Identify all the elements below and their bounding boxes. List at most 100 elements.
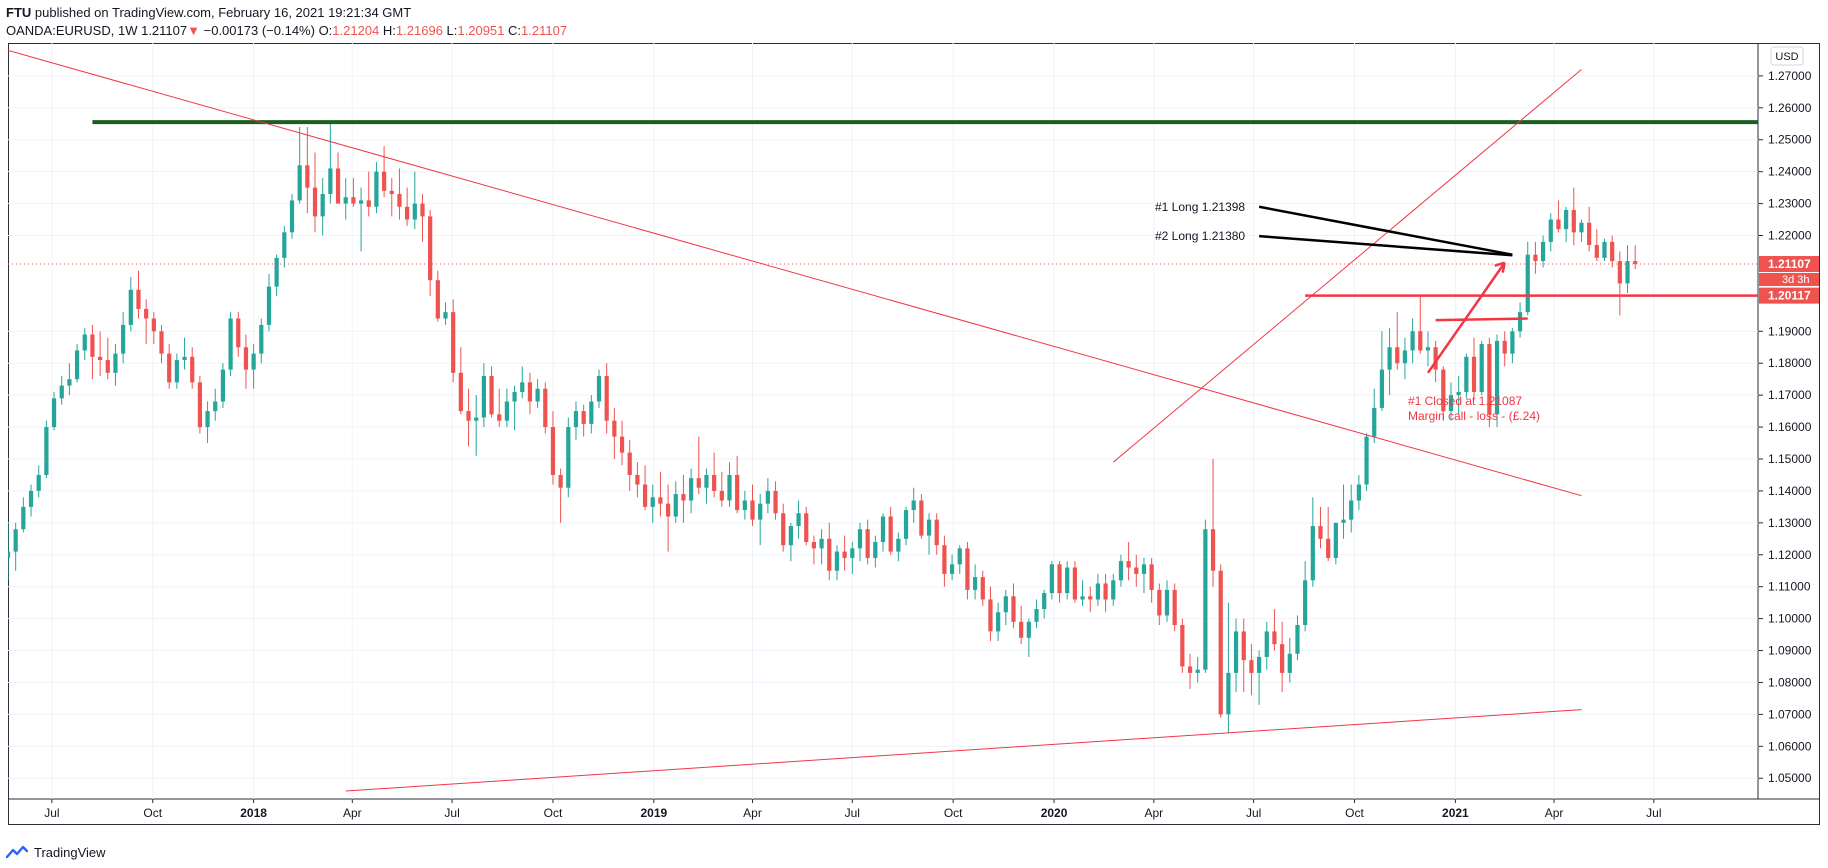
candle-body: [1072, 567, 1077, 600]
candle-body: [619, 436, 625, 453]
candle-body: [1418, 331, 1423, 351]
candle-body: [381, 171, 387, 191]
candle-body: [366, 200, 371, 207]
candle-body: [1540, 241, 1546, 262]
candle-body: [1287, 653, 1292, 673]
candle-body: [113, 353, 118, 373]
candle-body: [996, 612, 1001, 632]
candle-body: [1249, 660, 1254, 673]
price-change: −0.00173 (−0.14%): [203, 23, 315, 38]
candle-body: [635, 474, 640, 485]
candle-body: [443, 312, 448, 319]
candle-body: [328, 168, 333, 195]
trade-annotation-label: #2 Long 1.21380: [1155, 229, 1245, 243]
symbol-label[interactable]: OANDA:EURUSD, 1W: [6, 23, 138, 38]
candle-body: [36, 474, 41, 491]
time-tick-label: Jul: [1246, 806, 1261, 820]
candle-body: [1448, 395, 1454, 412]
price-tick-label: 1.06000: [1768, 739, 1812, 753]
candle-body: [796, 513, 801, 527]
candle-body: [642, 484, 648, 507]
candle-body: [543, 388, 548, 428]
price-axis[interactable]: 1.27000 1.26000 1.25000 1.24000 1.23000 1.220…: [1758, 46, 1819, 785]
candle-body: [1149, 564, 1154, 590]
tradingview-logo-icon: [6, 845, 28, 859]
candle-body: [167, 353, 172, 383]
candlestick-chart[interactable]: #1 Long 1.21398 #2 Long 1.21380 #1 Closed …: [5, 43, 1820, 833]
candle-body: [312, 187, 318, 217]
candle-body: [1594, 245, 1599, 258]
candle-body: [67, 379, 72, 386]
candle-body: [1387, 347, 1392, 370]
publish-line: FTU published on TradingView.com, Februa…: [6, 5, 411, 20]
time-tick-label: Oct: [1345, 806, 1364, 820]
candle-body: [1571, 209, 1576, 233]
candle-body: [59, 385, 64, 399]
candle-body: [13, 529, 18, 552]
price-tick-label: 1.24000: [1768, 165, 1812, 179]
candle-body: [1180, 625, 1185, 667]
candle-body: [397, 194, 402, 207]
candle-body: [1456, 391, 1461, 396]
candle-body: [880, 516, 886, 542]
time-tick-label: Jul: [1646, 806, 1661, 820]
trade-annotation-label: #1 Long 1.21398: [1155, 200, 1245, 214]
price-tag-label: 1.20117: [1768, 289, 1811, 303]
candle-body: [21, 506, 26, 530]
last-price: 1.21107: [141, 23, 188, 38]
candle-body: [182, 356, 187, 361]
candle-body: [696, 478, 701, 488]
price-tick-label: 1.08000: [1768, 675, 1812, 689]
candle-body: [965, 548, 970, 590]
candle-body: [903, 510, 909, 539]
margin-call-label: Margin call - loss - (£.24): [1408, 409, 1540, 423]
candle-body: [949, 564, 955, 574]
candle-body: [1548, 219, 1553, 242]
candle-body: [412, 203, 417, 220]
candle-body: [1464, 356, 1469, 392]
candle-body: [251, 353, 256, 370]
candle-body: [550, 427, 556, 475]
footer-brand[interactable]: TradingView: [34, 844, 106, 860]
candle-body: [566, 427, 571, 488]
grid-lines: [8, 43, 1820, 825]
price-tag-bg: [1759, 287, 1819, 304]
candle-body: [727, 474, 732, 501]
candle-body: [758, 503, 763, 520]
candle-body: [297, 165, 302, 201]
candle-body: [220, 369, 226, 402]
candle-body: [1433, 347, 1438, 370]
countdown-bg: [1759, 273, 1819, 287]
candle-body: [1587, 222, 1592, 246]
candle-body: [489, 375, 494, 415]
candle-body: [834, 551, 840, 571]
price-tick-label: 1.19000: [1768, 324, 1812, 338]
candle-body: [51, 398, 57, 428]
candle-body: [819, 538, 824, 549]
candle-body: [1425, 347, 1431, 351]
candle-body: [74, 350, 80, 380]
candle-body: [765, 490, 770, 504]
author-name[interactable]: FTU: [6, 5, 32, 20]
time-tick-label: Oct: [944, 806, 963, 820]
candle-body: [1111, 580, 1116, 600]
candle-body: [681, 494, 686, 501]
long-term-support: [345, 709, 1582, 792]
time-tick-label: 2019: [640, 806, 667, 820]
candle-body: [988, 599, 993, 632]
time-tick-label: Oct: [544, 806, 563, 820]
chart-area[interactable]: #1 Long 1.21398 #2 Long 1.21380 #1 Closed …: [5, 43, 1820, 838]
ohlc-open-value: 1.21204: [332, 23, 380, 38]
candle-body: [919, 500, 924, 536]
candle-body: [451, 312, 456, 373]
ohlc-open-key: O:: [318, 23, 333, 38]
price-tick-label: 1.05000: [1768, 771, 1812, 785]
candle-body: [1502, 340, 1507, 354]
candle-body: [205, 411, 210, 428]
candle-body: [128, 289, 133, 325]
price-tick-label: 1.10000: [1768, 612, 1812, 626]
drawings: #1 Long 1.21398 #2 Long 1.21380 #1 Closed …: [7, 49, 1758, 792]
time-axis[interactable]: Jul Oct 2018 Apr Jul Oct 2019 Apr Jul Oct 2020 Apr J…: [44, 799, 1662, 820]
candle-body: [1364, 436, 1369, 485]
candle-body: [842, 551, 847, 558]
